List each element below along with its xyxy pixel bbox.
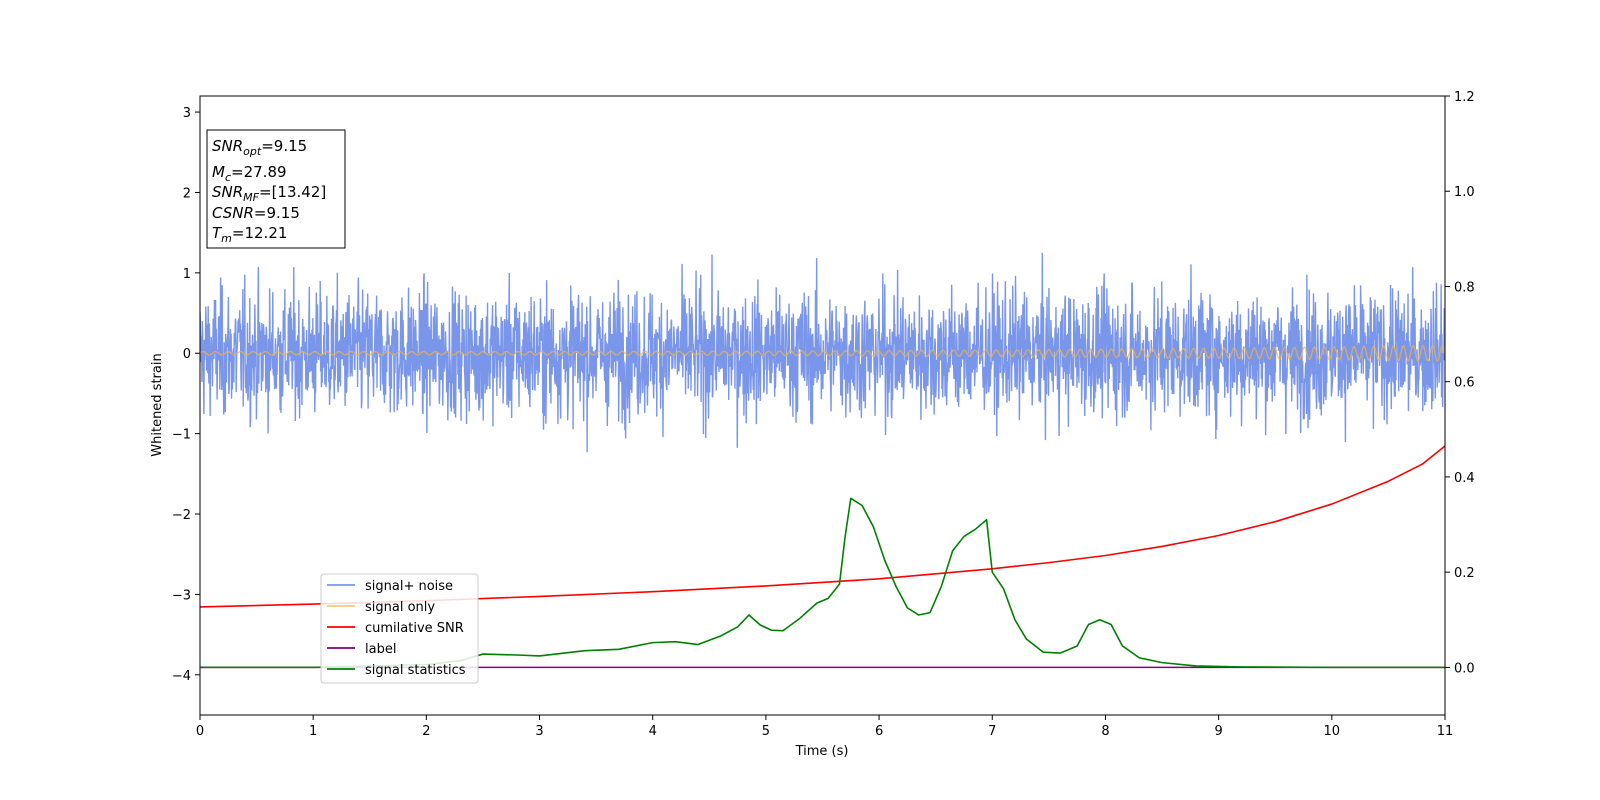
y-tick-label: 3 <box>183 106 191 121</box>
y-tick-label: −2 <box>172 508 191 523</box>
series-signal-statistics <box>200 497 1445 669</box>
info-box-frame <box>206 129 346 249</box>
y2-tick-label: 1.2 <box>1454 90 1475 105</box>
x-tick-label: 2 <box>422 724 430 739</box>
legend: signal+ noise signal only cumilative SNR… <box>320 573 479 684</box>
x-tick-label: 4 <box>649 724 657 739</box>
info-tm: Tm=12.21 <box>212 224 287 245</box>
x-tick-label: 10 <box>1324 724 1341 739</box>
y-tick-label: 0 <box>183 347 191 362</box>
y2-tick-label: 0.4 <box>1454 471 1475 486</box>
plot-frame <box>199 95 1446 716</box>
y-tick-label: −3 <box>172 588 191 603</box>
info-csnr: CSNR=9.15 <box>212 204 300 222</box>
legend-label-signal-noise: signal+ noise <box>365 579 453 594</box>
x-tick-label: 11 <box>1437 724 1454 739</box>
y2-tick-label: 0.8 <box>1454 280 1475 295</box>
y-axis-left: 3 2 1 0 −1 −2 −3 −4 <box>172 106 200 684</box>
legend-label-cumulative-snr: cumilative SNR <box>365 621 464 636</box>
y2-tick-label: 1.0 <box>1454 185 1475 200</box>
legend-frame <box>320 573 479 684</box>
x-tick-label: 9 <box>1214 724 1222 739</box>
y2-tick-label: 0.2 <box>1454 566 1475 581</box>
x-axis: 0 1 2 3 4 5 6 7 8 9 10 11 <box>196 715 1453 739</box>
y-tick-label: 2 <box>183 186 191 201</box>
info-snr-opt: SNRopt=9.15 <box>212 137 307 158</box>
info-snr-mf: SNRMF=[13.42] <box>212 183 326 204</box>
y-tick-label: −1 <box>172 428 191 443</box>
series-signal-only <box>200 344 1445 362</box>
legend-label-signal-statistics: signal statistics <box>365 663 466 678</box>
y-axis-title: Whitened strain <box>150 353 165 456</box>
x-tick-label: 1 <box>309 724 317 739</box>
x-axis-title: Time (s) <box>795 744 849 759</box>
series-cumulative-snr <box>200 445 1445 608</box>
x-tick-label: 5 <box>762 724 770 739</box>
y-axis-right: 1.2 1.0 0.8 0.6 0.4 0.2 0.0 <box>1445 90 1475 676</box>
x-tick-label: 8 <box>1101 724 1109 739</box>
y2-tick-label: 0.0 <box>1454 661 1475 676</box>
x-tick-label: 3 <box>535 724 543 739</box>
x-tick-label: 7 <box>988 724 996 739</box>
y-tick-label: 1 <box>183 267 191 282</box>
y2-tick-label: 0.6 <box>1454 376 1475 391</box>
info-box: SNRopt=9.15 Mc=27.89 SNRMF=[13.42] CSNR=… <box>206 129 346 249</box>
x-tick-label: 6 <box>875 724 883 739</box>
info-mc: Mc=27.89 <box>212 163 287 184</box>
legend-label-signal-only: signal only <box>365 600 435 615</box>
y-tick-label: −4 <box>172 669 191 684</box>
x-tick-label: 0 <box>196 724 204 739</box>
legend-label-label: label <box>365 642 396 657</box>
